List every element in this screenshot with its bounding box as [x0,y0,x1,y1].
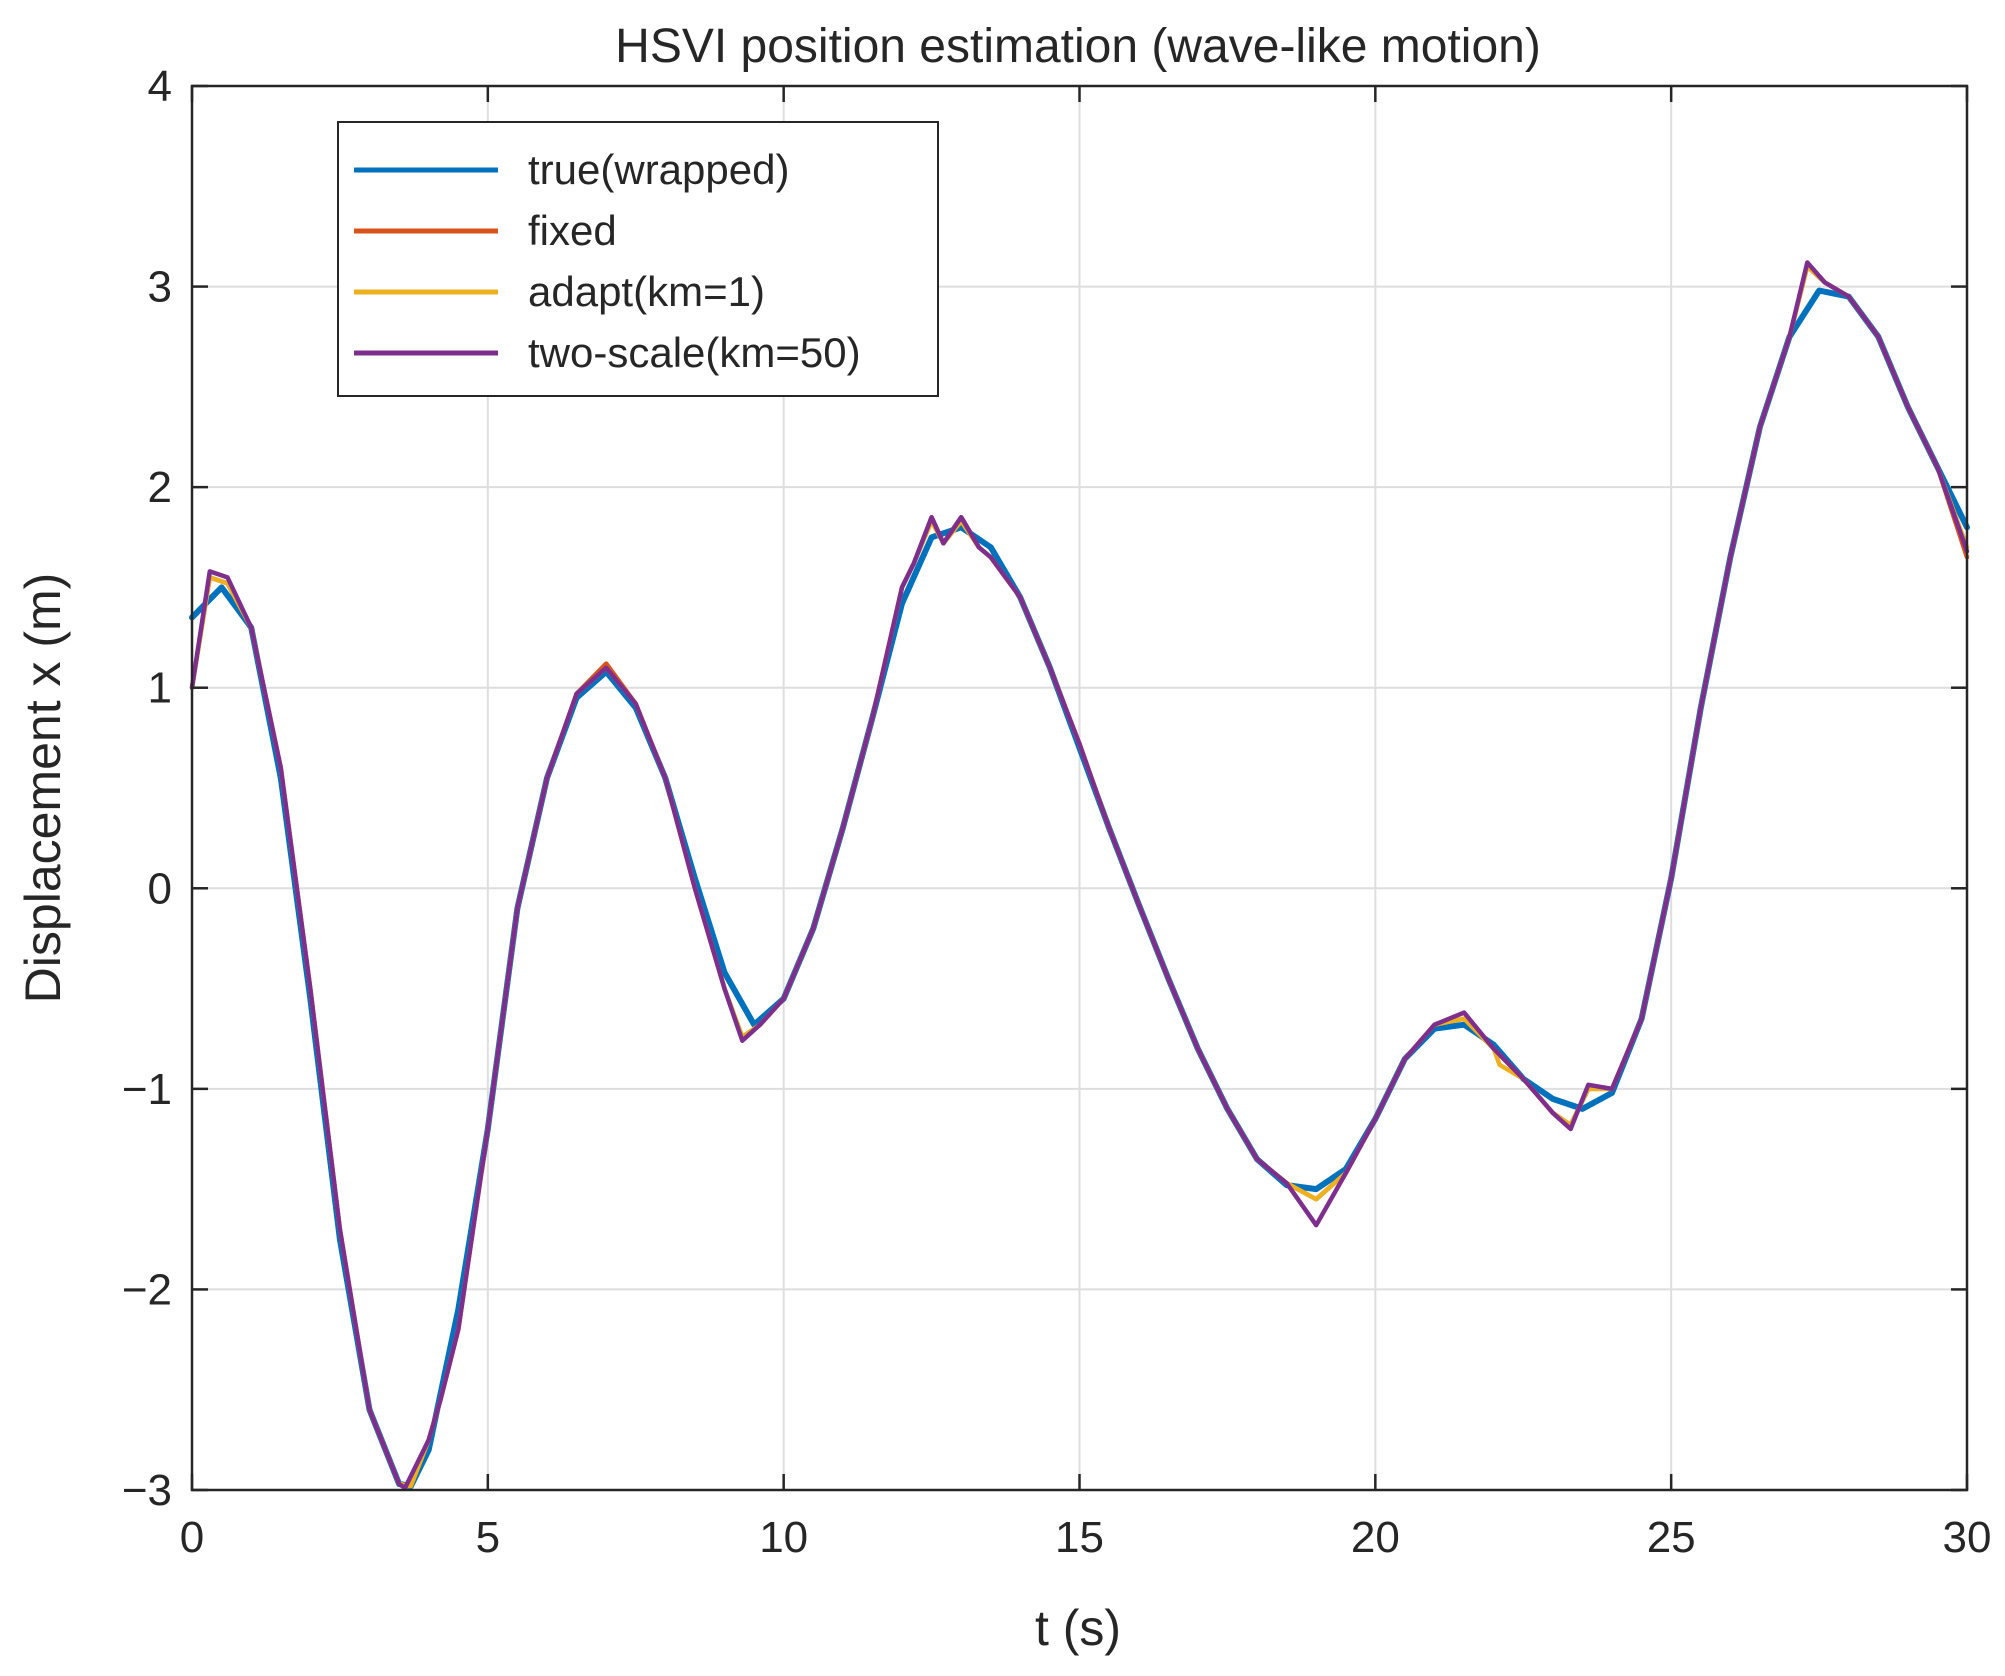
x-tick-label: 30 [1943,1513,1992,1562]
y-tick-label: 2 [148,463,172,512]
y-tick-label: 4 [148,62,172,111]
x-tick-label: 20 [1351,1513,1400,1562]
y-tick-label: −2 [122,1265,172,1314]
legend-label: two-scale(km=50) [528,329,861,376]
x-tick-label: 5 [476,1513,500,1562]
y-tick-label: 0 [148,864,172,913]
series-line-3 [189,260,1970,1491]
legend-label: adapt(km=1) [528,268,765,315]
plot-series [189,260,1970,1491]
legend-label: fixed [528,207,617,254]
x-tick-label: 25 [1647,1513,1696,1562]
y-tick-label: −3 [122,1466,172,1515]
x-tick-label: 15 [1055,1513,1104,1562]
legend[interactable]: true(wrapped) fixed adapt(km=1) two-scale(k… [337,121,939,397]
y-tick-label: 3 [148,263,172,312]
legend-label: true(wrapped) [528,146,789,193]
y-tick-label: 1 [148,664,172,713]
axis-ticks: 0 5 10 15 20 25 30 −3 −2 −1 0 1 2 3 4 [122,62,1992,1562]
x-tick-label: 0 [180,1513,204,1562]
y-axis-label: Displacement x (m) [15,573,71,1004]
x-tick-label: 10 [759,1513,808,1562]
chart-title: HSVI position estimation (wave-like moti… [615,20,1541,73]
y-tick-label: −1 [122,1065,172,1114]
x-axis-label: t (s) [1035,1600,1121,1656]
